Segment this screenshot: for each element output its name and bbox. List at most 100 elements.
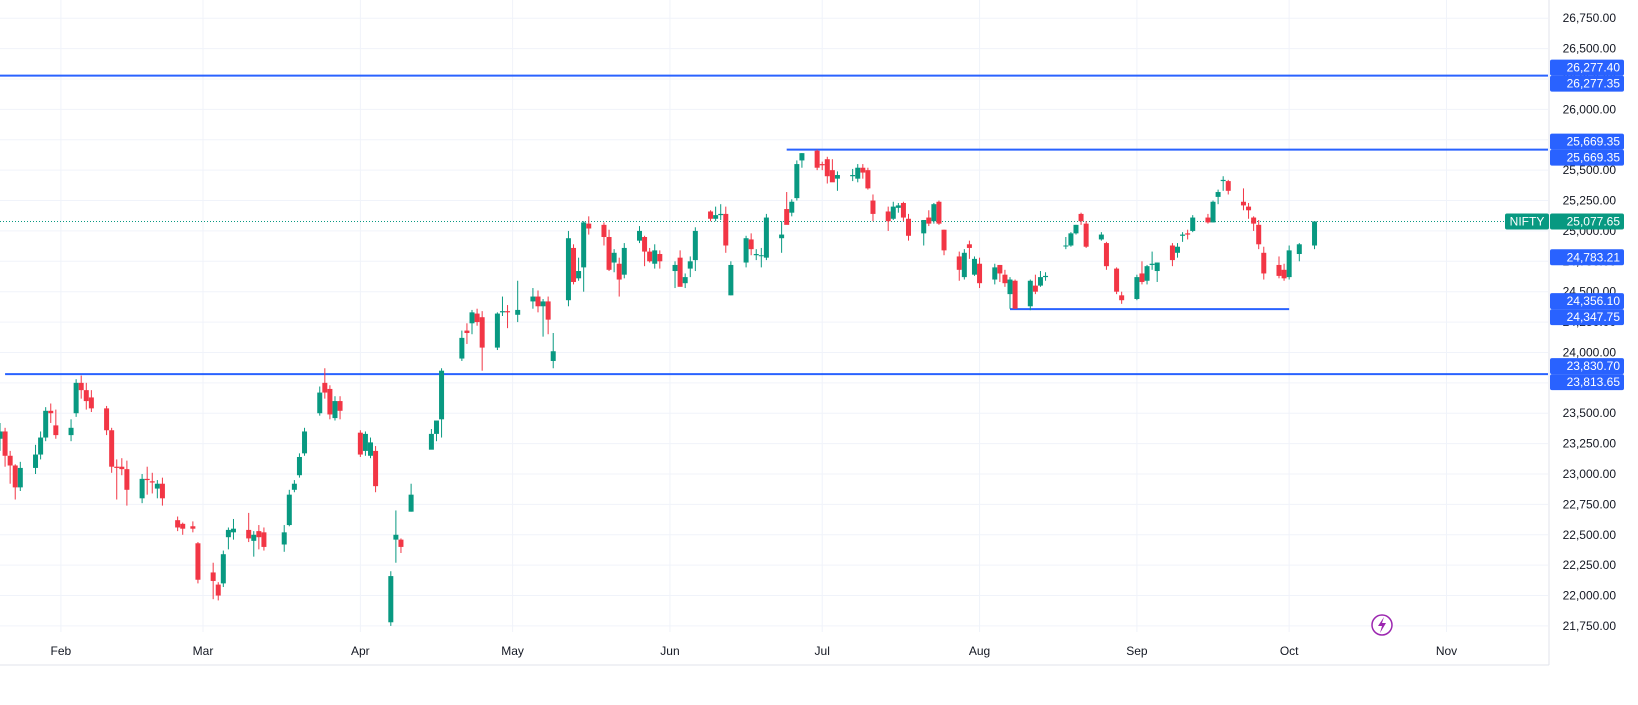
candle-body — [870, 200, 876, 214]
candle-body — [728, 264, 734, 296]
candle — [104, 405, 110, 436]
candle-body — [860, 167, 866, 173]
candle-body — [1286, 250, 1292, 278]
candle — [393, 510, 399, 563]
price-label: 23,813.65 — [1567, 375, 1621, 389]
time-tick-label: Jun — [660, 644, 679, 658]
time-tick-label: May — [501, 644, 524, 658]
price-tick-label: 26,750.00 — [1563, 11, 1617, 25]
price-label: 25,669.35 — [1567, 151, 1621, 165]
candle — [921, 219, 927, 246]
price-tick-label: 22,250.00 — [1563, 558, 1617, 572]
candle — [357, 430, 363, 457]
price-label-bg — [1550, 249, 1624, 266]
candle-body — [251, 534, 257, 541]
candle-body — [337, 401, 343, 411]
candle-body — [332, 401, 338, 419]
candle-body — [1220, 179, 1226, 182]
candle-body — [672, 264, 678, 272]
candle — [53, 409, 59, 439]
candle-body — [748, 239, 754, 250]
candle — [180, 522, 186, 535]
candle-body — [890, 206, 896, 219]
candle — [616, 257, 622, 297]
candle-body — [144, 478, 150, 481]
candle — [1174, 243, 1180, 258]
candle — [850, 168, 856, 182]
candle-body — [637, 230, 643, 241]
candle-body — [180, 523, 186, 529]
candle — [926, 210, 932, 227]
candle — [48, 403, 54, 423]
candle — [362, 431, 368, 456]
candle — [256, 525, 262, 550]
candle — [388, 571, 394, 626]
lightning-icon[interactable] — [1371, 614, 1393, 636]
time-tick-label: Sep — [1126, 644, 1148, 658]
candle-body — [814, 150, 820, 168]
candle-body — [439, 370, 445, 420]
candle-body — [505, 311, 511, 313]
candle — [291, 480, 297, 493]
candle-body — [215, 584, 221, 596]
candle — [530, 288, 536, 309]
price-label: 26,277.35 — [1567, 77, 1621, 91]
candle — [708, 210, 714, 222]
candle-body — [550, 351, 556, 361]
candle-body — [931, 204, 937, 222]
price-tick-label: 22,000.00 — [1563, 589, 1617, 603]
candle — [997, 264, 1003, 282]
candle — [109, 427, 115, 473]
price-label: 24,783.21 — [1567, 250, 1621, 264]
candle — [175, 516, 181, 532]
price-label-bg — [1550, 149, 1624, 166]
candle — [550, 333, 556, 369]
candle — [692, 227, 698, 272]
candle-body — [479, 317, 485, 348]
candle — [12, 464, 18, 500]
candle-body — [1174, 246, 1180, 253]
candle-body — [124, 469, 130, 490]
candle — [225, 527, 231, 550]
candle — [159, 477, 165, 506]
candle — [515, 280, 521, 323]
candle — [215, 582, 221, 601]
horizontal-levels[interactable] — [0, 74, 1548, 376]
time-axis[interactable]: Feb Mar Apr May Jun Jul Aug Sep Oct Nov — [51, 644, 1458, 658]
candle — [657, 250, 663, 269]
candle-body — [149, 481, 155, 483]
candle-body — [7, 455, 13, 466]
candle-body — [159, 483, 165, 499]
candle — [1037, 271, 1043, 287]
candle-body — [997, 264, 1003, 274]
candle-body — [977, 263, 983, 284]
candle — [1240, 188, 1246, 211]
candle-body — [408, 494, 414, 512]
candle-body — [12, 465, 18, 488]
price-label: 25,669.35 — [1567, 135, 1621, 149]
candle-body — [469, 312, 475, 324]
candle — [723, 206, 729, 253]
candle — [931, 202, 937, 224]
candle — [961, 249, 967, 280]
candle-body — [545, 301, 551, 320]
candle-body — [779, 234, 785, 239]
candle — [459, 330, 465, 361]
candle — [474, 308, 480, 326]
candle — [687, 256, 693, 278]
price-label-bg — [1550, 59, 1624, 76]
symbol-tag-bg — [1505, 213, 1549, 230]
candle-body — [175, 520, 181, 528]
candle — [1098, 232, 1104, 241]
candle — [1276, 256, 1282, 279]
candle — [373, 446, 379, 493]
candle-body — [1251, 217, 1257, 224]
candle — [1215, 189, 1221, 205]
candle — [870, 194, 876, 222]
candle-body — [362, 433, 368, 451]
candle — [78, 375, 84, 399]
candle — [682, 273, 688, 289]
candle — [17, 461, 23, 492]
candle — [0, 422, 3, 451]
